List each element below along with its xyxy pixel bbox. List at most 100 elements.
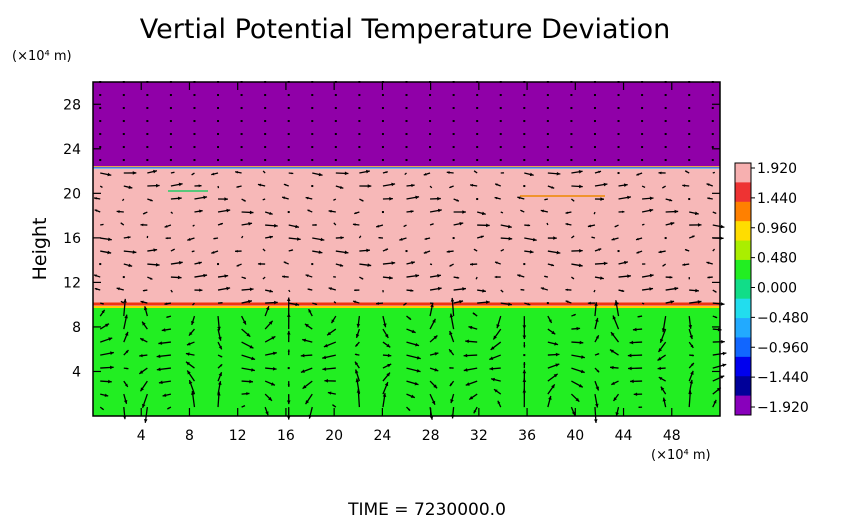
wind-vector [664, 107, 667, 110]
wind-vector [300, 367, 313, 373]
colorbar-label: −1.920 [757, 400, 809, 416]
wind-vector [611, 237, 619, 241]
wind-vector [453, 287, 467, 291]
wind-vector [264, 159, 267, 162]
wind-vector [571, 170, 583, 174]
colorbar-segment [735, 240, 751, 261]
wind-vector [614, 224, 619, 228]
wind-vector [642, 196, 654, 201]
wind-vector [265, 366, 277, 371]
wind-vector [140, 300, 148, 304]
wind-vector [660, 386, 667, 395]
wind-vector [170, 289, 173, 293]
wind-vector [452, 133, 455, 136]
wind-vector [382, 328, 389, 339]
wind-vector [100, 365, 114, 370]
wind-vector [450, 297, 455, 317]
wind-vector [641, 120, 644, 123]
wind-vector [593, 120, 596, 123]
wind-vector [429, 208, 442, 213]
wind-vector [217, 133, 220, 136]
wind-vector [450, 393, 455, 404]
wind-vector [520, 209, 525, 213]
wind-vector [500, 289, 504, 293]
wind-vector [169, 120, 172, 123]
wind-vector [688, 120, 691, 123]
wind-vector [423, 172, 431, 176]
wind-vector [612, 393, 620, 402]
wind-vector [217, 263, 220, 266]
wind-vector [494, 261, 501, 265]
wind-vector [217, 146, 220, 149]
wind-vector [524, 172, 534, 177]
wind-vector [158, 380, 172, 385]
wind-vector [593, 211, 596, 215]
wind-vector [523, 362, 526, 369]
wind-vector [354, 361, 360, 369]
wind-vector [429, 133, 432, 136]
wind-vector [264, 393, 273, 402]
wind-vector [302, 380, 313, 390]
wind-vector [147, 248, 158, 252]
wind-vector [594, 248, 602, 252]
wind-vector [138, 367, 148, 375]
wind-vector [547, 395, 552, 408]
wind-vector [288, 237, 301, 241]
wind-vector [358, 146, 361, 149]
wind-vector [264, 107, 267, 110]
x-tick-label: 32 [470, 428, 488, 444]
wind-vector [571, 326, 581, 331]
wind-vector [406, 354, 421, 360]
wind-vector [524, 237, 537, 242]
wind-vector [193, 159, 196, 162]
wind-vector [170, 275, 182, 280]
wind-vector [217, 371, 223, 382]
wind-vector [193, 94, 196, 97]
wind-vector [452, 146, 455, 149]
wind-vector [265, 300, 278, 305]
colorbar-segment [735, 337, 751, 358]
wind-vector [169, 94, 172, 97]
wind-vector [571, 313, 576, 317]
wind-vector [706, 183, 713, 187]
wind-vector [262, 198, 266, 201]
wind-vector [565, 211, 572, 214]
wind-vector [449, 263, 454, 267]
wind-vector [405, 146, 408, 149]
y-axis: 4 8 12 16 20 24 28 [63, 97, 720, 380]
wind-vector [305, 393, 313, 405]
wind-vector [494, 196, 501, 200]
wind-vector [406, 393, 416, 399]
wind-vector [688, 107, 691, 110]
wind-vector [241, 341, 254, 349]
wind-vector [520, 288, 525, 291]
wind-vector [300, 353, 313, 358]
wind-vector [594, 317, 599, 330]
wind-vector [477, 289, 487, 293]
x-axis: 4 8 12 16 20 24 28 32 36 40 44 48 [137, 82, 681, 444]
y-axis-unit: (×10⁴ m) [12, 49, 72, 64]
wind-vector [185, 352, 195, 356]
wind-vector [141, 321, 148, 330]
wind-vector [406, 183, 415, 188]
wind-vector [688, 341, 694, 349]
wind-vector [571, 380, 584, 388]
wind-vector [241, 287, 254, 292]
wind-vector [382, 171, 388, 174]
wind-vector [94, 287, 101, 291]
wind-vector [547, 341, 559, 346]
x-tick-label: 48 [663, 428, 681, 444]
wind-vector [522, 316, 527, 329]
y-tick-label: 24 [63, 142, 81, 158]
wind-vector [452, 159, 455, 162]
wind-vector [657, 366, 666, 371]
wind-vector [332, 404, 337, 408]
wind-vector [404, 172, 407, 176]
wind-vector [473, 406, 478, 414]
wind-vector [665, 286, 679, 291]
wind-vector [406, 380, 419, 386]
wind-vector [570, 159, 573, 162]
wind-vector [540, 287, 549, 291]
wind-vector [217, 94, 220, 97]
wind-vector [405, 94, 408, 97]
